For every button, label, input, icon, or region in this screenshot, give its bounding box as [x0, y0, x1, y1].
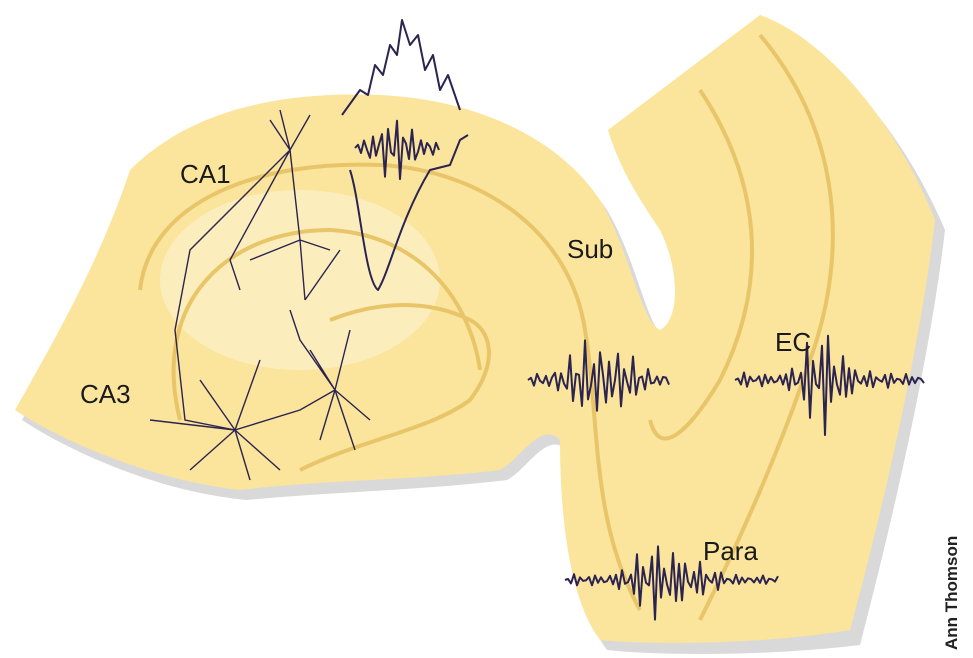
region-label: CA1: [180, 159, 231, 189]
trace: [734, 334, 925, 436]
layer-line: [648, 88, 754, 441]
region-label: CA3: [80, 379, 131, 409]
trace: [354, 119, 440, 181]
inner-region: [160, 190, 440, 370]
tissue: [15, 15, 935, 643]
trace: [341, 19, 469, 291]
traces: [341, 19, 925, 621]
trace: [564, 545, 779, 621]
layer-line: [138, 162, 642, 611]
credit: Ann Thomson: [942, 536, 961, 650]
region-label: EC: [775, 327, 811, 357]
trace: [527, 339, 670, 412]
region-label: Para: [703, 536, 758, 566]
layer-line: [171, 227, 482, 421]
region-label: Sub: [567, 234, 613, 264]
neurons: [149, 109, 371, 481]
layer-line: [299, 303, 491, 472]
layer-line: [698, 33, 835, 621]
